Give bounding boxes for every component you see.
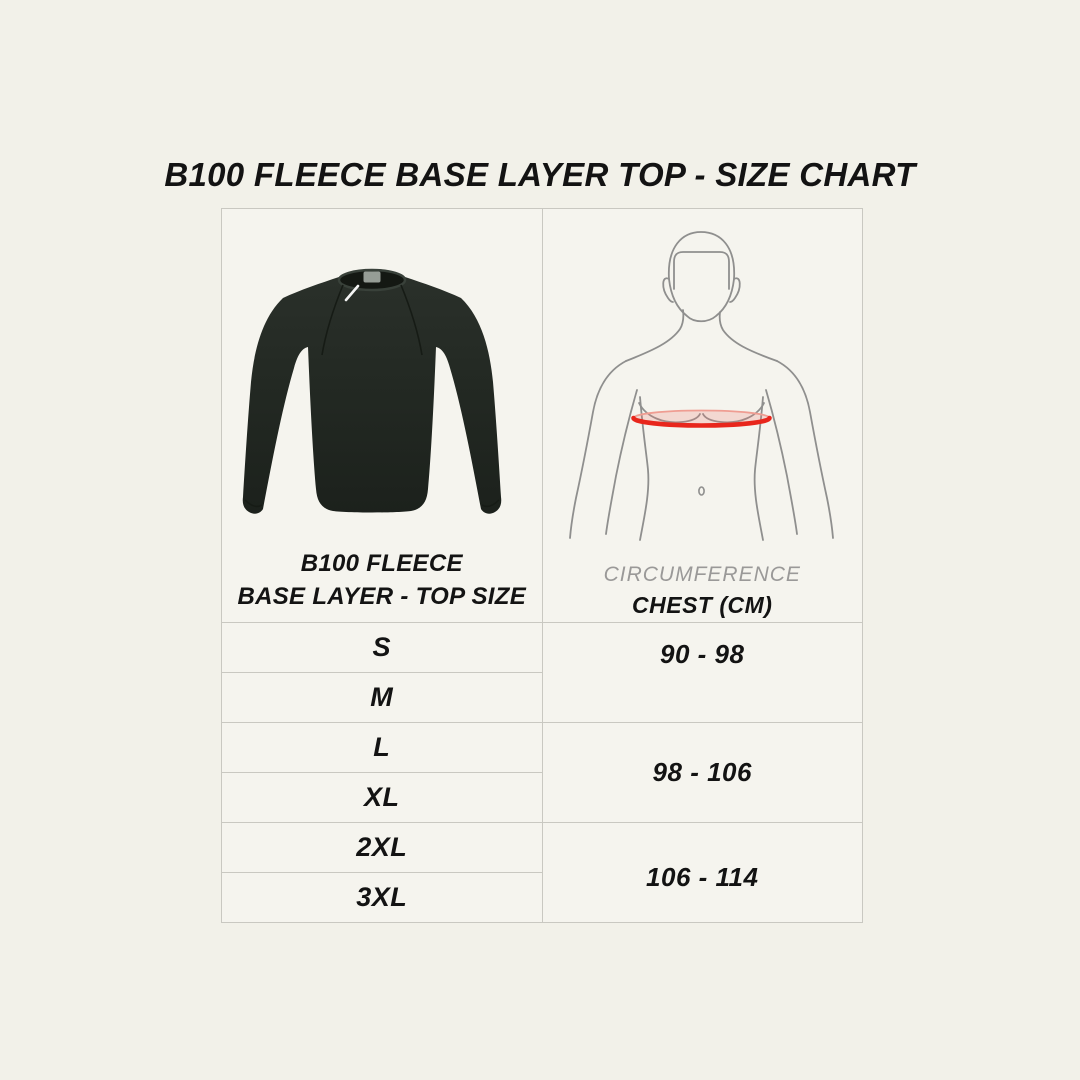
chest-circumference-figure	[569, 231, 835, 541]
product-header-cell: B100 FLEECE BASE LAYER - TOP SIZE	[221, 208, 543, 623]
product-shirt-image	[242, 268, 501, 514]
page-title: B100 FLEECE BASE LAYER TOP - SIZE CHART	[164, 156, 916, 193]
shirt-logo-slash	[344, 284, 360, 302]
chest-label: CHEST (CM)	[632, 592, 773, 618]
chest-measure-band	[631, 409, 773, 428]
header-row: B100 FLEECE BASE LAYER - TOP SIZE	[221, 208, 863, 623]
product-caption-line1: B100 FLEECE	[300, 550, 463, 577]
table-row: S 90 - 98	[221, 622, 863, 723]
range-cell-l-xl: 98 - 106	[541, 722, 863, 823]
size-cell-3xl: 3XL	[221, 872, 543, 923]
size-cell-m: M	[221, 672, 543, 723]
size-chart-table: B100 FLEECE BASE LAYER - TOP SIZE	[221, 208, 863, 923]
table-row: M	[221, 672, 863, 723]
range-cell-2xl-3xl: 106 - 114	[541, 822, 863, 923]
size-cell-xl: XL	[221, 772, 543, 823]
product-caption: B100 FLEECE BASE LAYER - TOP SIZE	[237, 547, 526, 613]
circumference-label: CIRCUMFERENCE	[603, 563, 801, 586]
range-cell-s-m: 90 - 98	[541, 622, 863, 723]
table-row: 3XL	[221, 872, 863, 923]
size-cell-l: L	[221, 722, 543, 773]
table-row: L 98 - 106	[221, 722, 863, 823]
table-row: 2XL 106 - 114	[221, 822, 863, 923]
size-cell-2xl: 2XL	[221, 822, 543, 873]
measurement-header-cell: CIRCUMFERENCE CHEST (CM)	[541, 208, 863, 623]
size-cell-s: S	[221, 622, 543, 673]
product-caption-line2: BASE LAYER - TOP SIZE	[237, 583, 527, 610]
